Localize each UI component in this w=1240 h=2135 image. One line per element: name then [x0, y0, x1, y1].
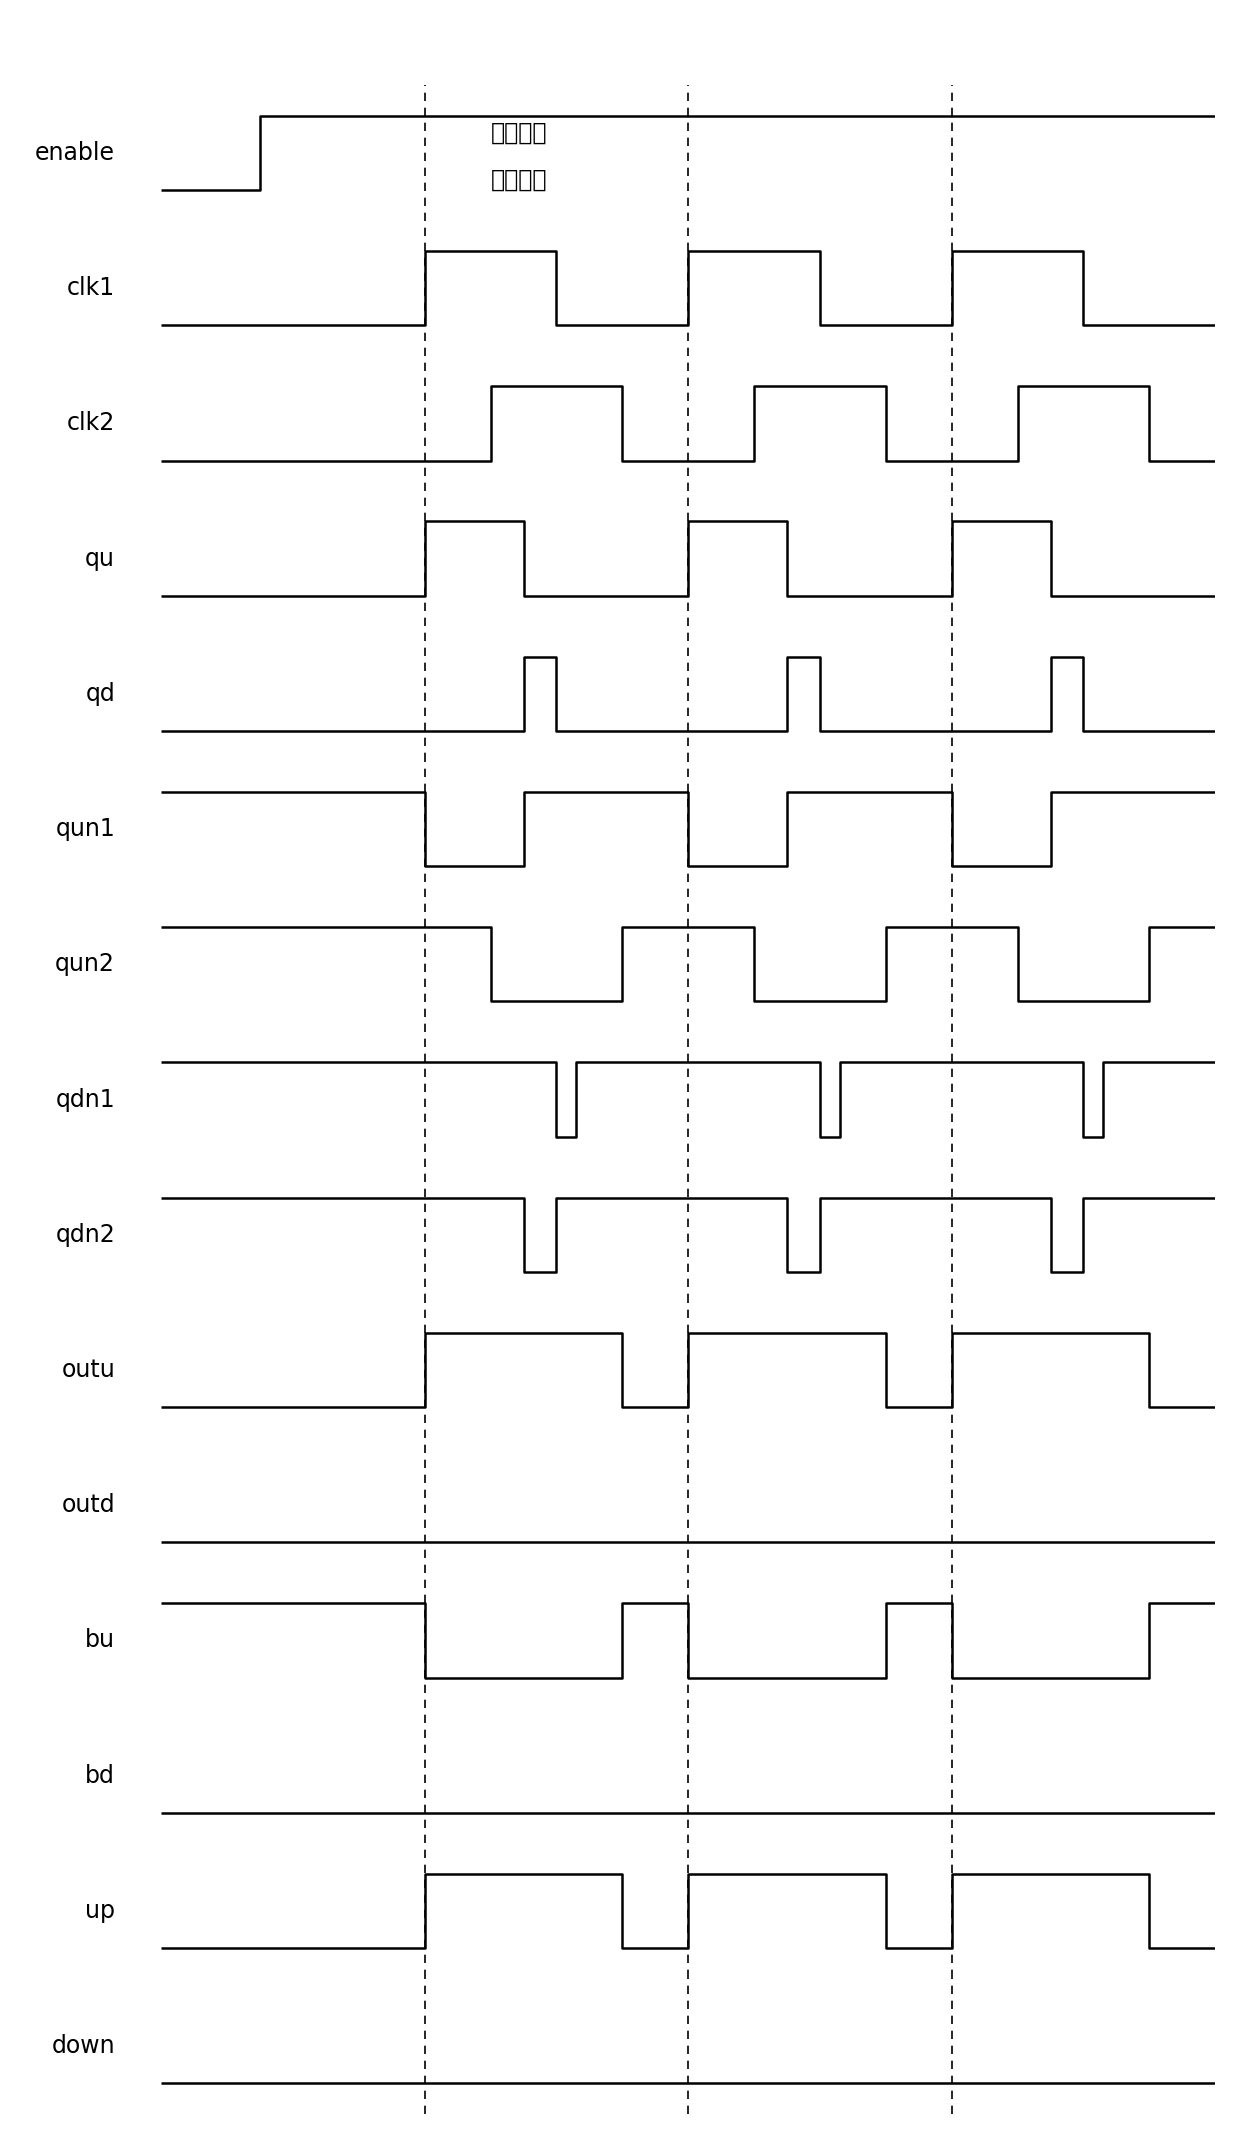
Text: qun2: qun2: [56, 952, 115, 976]
Text: qd: qd: [86, 681, 115, 707]
Text: qdn2: qdn2: [56, 1223, 115, 1247]
Text: down: down: [52, 2035, 115, 2058]
Text: bd: bd: [86, 1764, 115, 1787]
Text: enable: enable: [35, 141, 115, 164]
Text: 一个鉴相: 一个鉴相: [491, 122, 547, 145]
Text: outd: outd: [62, 1492, 115, 1518]
Text: bu: bu: [86, 1629, 115, 1652]
Text: 时钒周期: 时钒周期: [491, 169, 547, 192]
Text: outu: outu: [61, 1358, 115, 1381]
Text: qu: qu: [86, 547, 115, 570]
Text: clk1: clk1: [67, 275, 115, 301]
Text: up: up: [86, 1898, 115, 1924]
Text: qun1: qun1: [56, 818, 115, 841]
Text: clk2: clk2: [67, 412, 115, 436]
Text: qdn1: qdn1: [56, 1087, 115, 1112]
